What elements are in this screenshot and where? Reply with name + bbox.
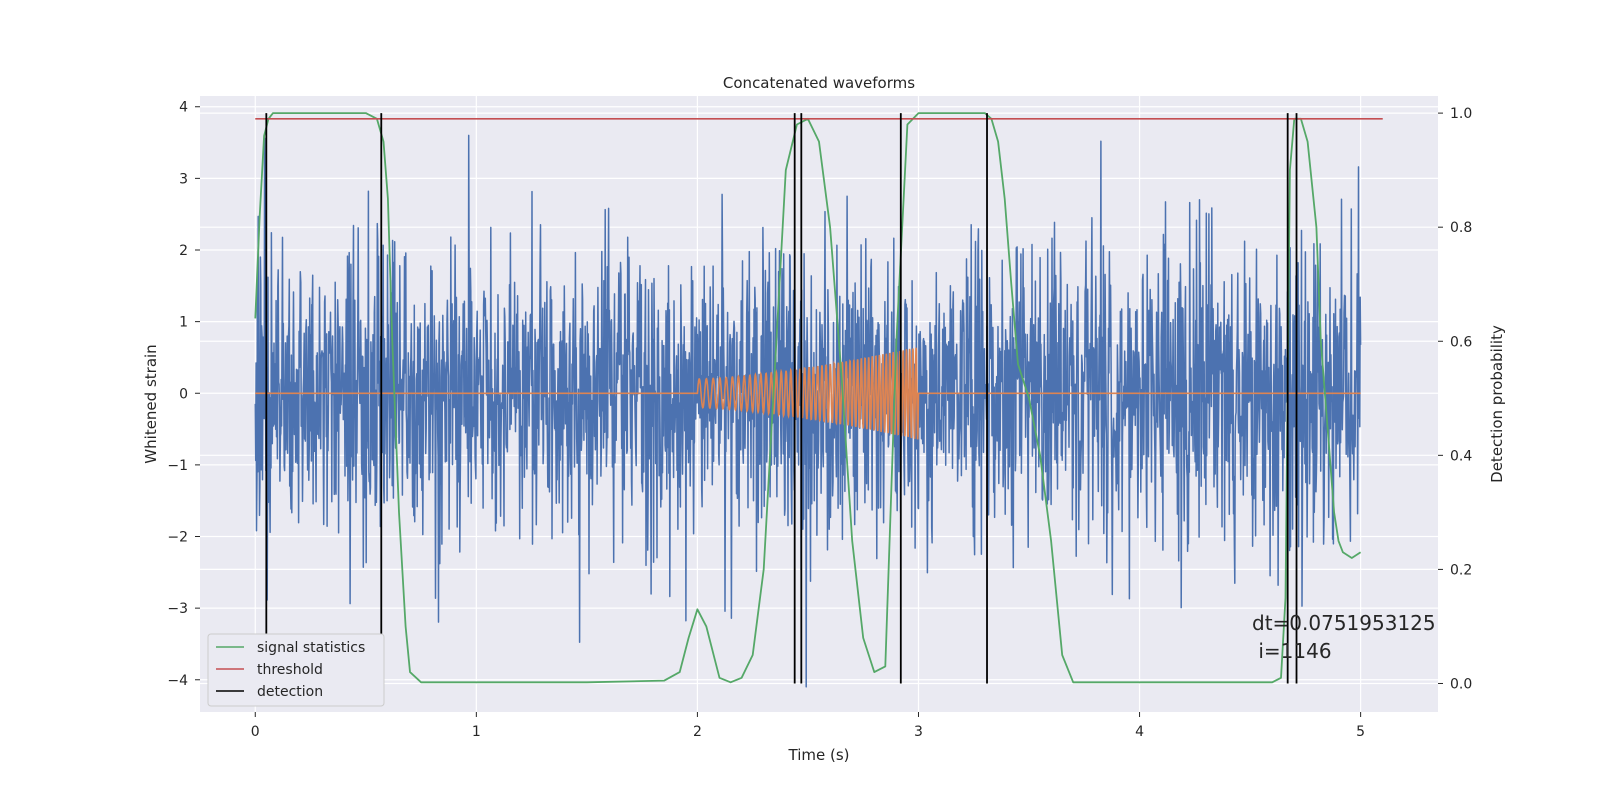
series-injected-chirp <box>255 347 1361 440</box>
x-axis: 0 1 2 3 4 5 <box>251 712 1365 740</box>
y-left-tick-label: 3 <box>179 171 188 187</box>
series-signal-statistics <box>254 112 1362 684</box>
x-tick-label: 5 <box>1356 724 1365 740</box>
y-right-tick-label: 0.2 <box>1450 562 1472 578</box>
legend-label-threshold: threshold <box>257 662 323 678</box>
legend: signal statistics threshold detection <box>207 633 385 707</box>
annotation-line1: dt=0.0751953125 <box>1252 611 1436 635</box>
legend-label-signal-statistics: signal statistics <box>257 640 365 656</box>
y-left-tick-label: 1 <box>179 315 188 331</box>
y-right-tick-label: 0.0 <box>1450 676 1472 692</box>
series-layer <box>254 112 1383 688</box>
y-right-tick-label: 0.8 <box>1450 220 1472 236</box>
y-axis-left: −4 −3 −2 −1 0 1 2 3 4 <box>167 100 200 689</box>
x-tick-label: 4 <box>1135 724 1144 740</box>
y-right-tick-label: 1.0 <box>1450 106 1472 122</box>
x-axis-label: Time (s) <box>788 746 850 764</box>
x-tick-label: 0 <box>251 724 260 740</box>
x-tick-label: 2 <box>693 724 702 740</box>
legend-label-detection: detection <box>257 684 323 700</box>
y-left-tick-label: 0 <box>179 386 188 402</box>
x-tick-label: 1 <box>472 724 481 740</box>
y-left-tick-label: −3 <box>167 601 188 617</box>
y-left-tick-label: 4 <box>179 100 188 116</box>
y-left-tick-label: −4 <box>167 673 188 689</box>
legend-box <box>207 633 385 707</box>
chart-title: Concatenated waveforms <box>723 74 915 92</box>
x-tick-label: 3 <box>914 724 923 740</box>
y-right-tick-label: 0.4 <box>1450 448 1472 464</box>
annotation-line2: i=1146 <box>1252 639 1332 663</box>
y-left-tick-label: 2 <box>179 243 188 259</box>
y-axis-right-label: Detection probability <box>1488 325 1506 483</box>
y-left-tick-label: −1 <box>167 458 188 474</box>
y-axis-right: 0.0 0.2 0.4 0.6 0.8 1.0 <box>1438 106 1472 692</box>
y-right-tick-label: 0.6 <box>1450 334 1472 350</box>
y-axis-left-label: Whitened strain <box>142 344 160 463</box>
y-left-tick-label: −2 <box>167 530 188 546</box>
